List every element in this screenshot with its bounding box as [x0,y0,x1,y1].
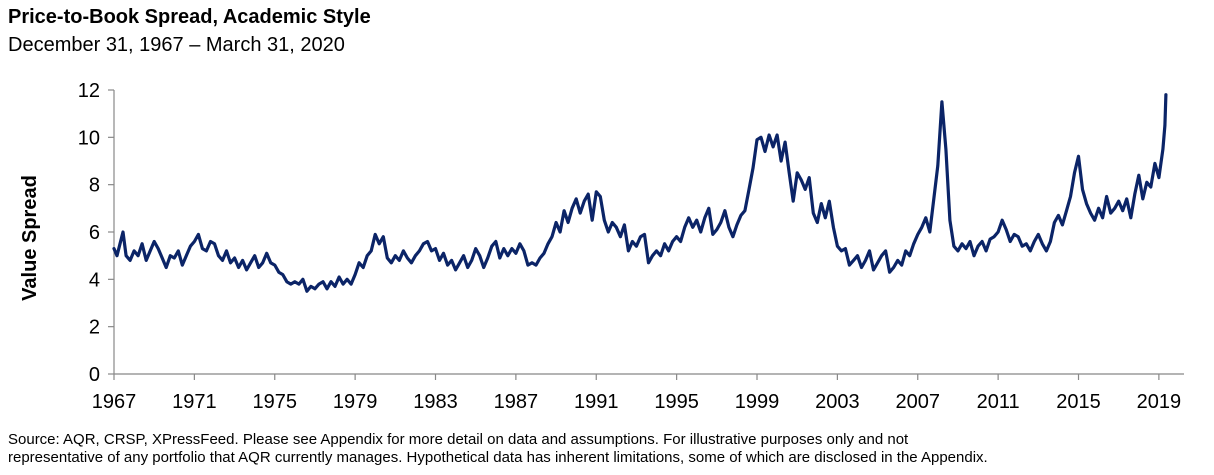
x-tick-label: 2003 [815,391,860,413]
x-tick-label: 1979 [333,391,378,413]
x-tick-label: 1975 [253,391,298,413]
series-layer [112,93,1168,293]
x-tick-label: 2007 [896,391,941,413]
x-tick-label: 1983 [413,391,458,413]
y-tick-label: 0 [89,364,100,386]
axes: 0 2 4 6 8 10 12 1967 1971 1975 1979 1983 1987 1991 199… [19,80,1184,413]
x-tick-label: 2011 [977,391,1020,413]
x-tick-label: 1999 [735,391,780,413]
y-tick-label: 10 [78,127,100,149]
source-note-line-1: Source: AQR, CRSP, XPressFeed. Please se… [8,431,909,448]
price-to-book-spread-chart: 0 2 4 6 8 10 12 1967 1971 1975 1979 1983 1987 1991 199… [19,80,1184,413]
y-tick-label: 12 [78,80,100,102]
y-tick-label: 4 [89,269,100,291]
x-tick-label: 1991 [574,391,619,413]
chart-title: Price-to-Book Spread, Academic Style [8,6,371,28]
y-tick-label: 8 [89,175,100,197]
chart-subtitle: December 31, 1967 – March 31, 2020 [8,34,345,56]
x-tick-label: 1987 [494,391,539,413]
y-tick-label: 6 [89,222,100,244]
source-note: Source: AQR, CRSP, XPressFeed. Please se… [8,431,1208,467]
x-tick-label: 1995 [654,391,699,413]
x-tick-label: 2019 [1137,391,1182,413]
source-note-line-2: representative of any portfolio that AQR… [8,449,988,466]
series-line-value-spread [112,93,1168,293]
x-tick-label: 1967 [92,391,137,413]
x-tick-label: 1971 [172,391,217,413]
y-axis-title: Value Spread [19,175,41,301]
x-tick-label: 2015 [1056,391,1101,413]
y-tick-label: 2 [89,317,100,339]
